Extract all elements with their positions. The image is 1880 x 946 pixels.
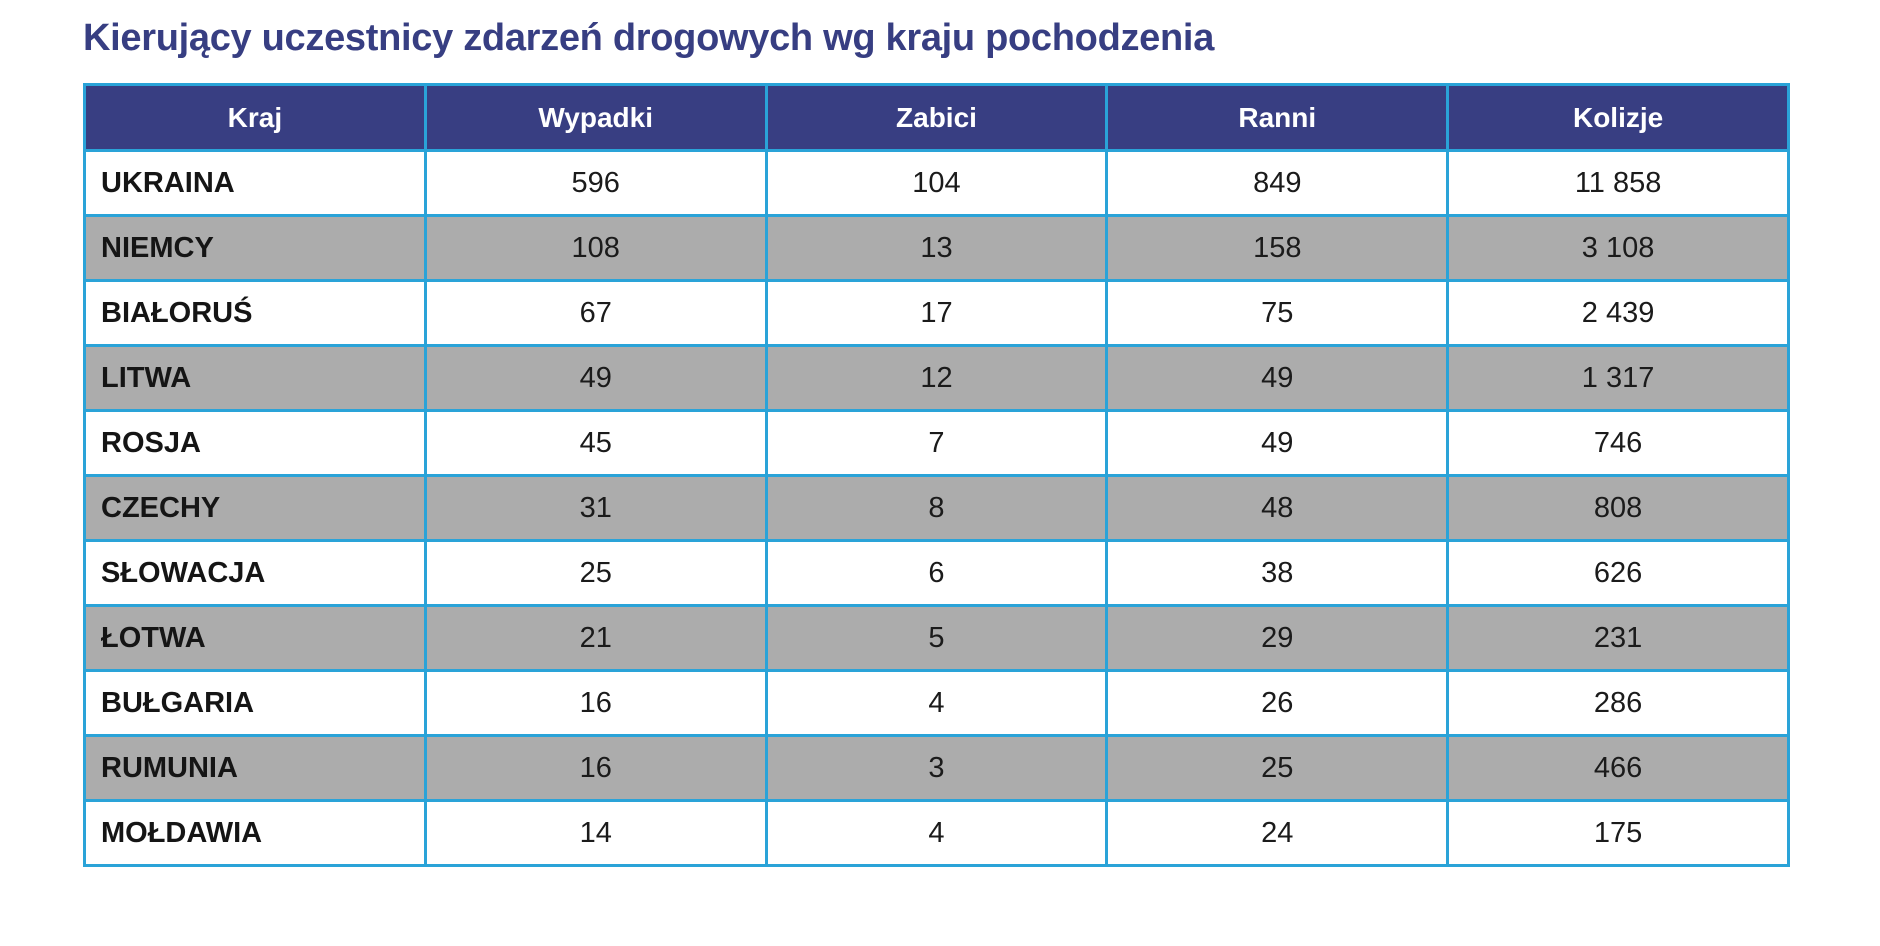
- kolizje-cell: 175: [1446, 799, 1790, 867]
- country-cell: UKRAINA: [83, 149, 427, 217]
- header-zabici: Zabici: [764, 83, 1109, 152]
- kolizje-cell: 808: [1446, 474, 1790, 542]
- country-cell: BUŁGARIA: [83, 669, 427, 737]
- header-row: Kraj Wypadki Zabici Ranni Kolizje: [83, 83, 1790, 152]
- country-cell: MOŁDAWIA: [83, 799, 427, 867]
- ranni-cell: 26: [1105, 669, 1450, 737]
- country-cell: ŁOTWA: [83, 604, 427, 672]
- wypadki-cell: 25: [423, 539, 768, 607]
- kolizje-cell: 231: [1446, 604, 1790, 672]
- table-row: LITWA 49 12 49 1 317: [83, 344, 1790, 412]
- table-row: NIEMCY 108 13 158 3 108: [83, 214, 1790, 282]
- kolizje-cell: 286: [1446, 669, 1790, 737]
- header-ranni: Ranni: [1105, 83, 1450, 152]
- country-cell: NIEMCY: [83, 214, 427, 282]
- zabici-cell: 17: [764, 279, 1109, 347]
- wypadki-cell: 45: [423, 409, 768, 477]
- zabici-cell: 13: [764, 214, 1109, 282]
- header-kolizje: Kolizje: [1446, 83, 1790, 152]
- ranni-cell: 25: [1105, 734, 1450, 802]
- country-cell: CZECHY: [83, 474, 427, 542]
- wypadki-cell: 16: [423, 669, 768, 737]
- country-cell: ROSJA: [83, 409, 427, 477]
- country-cell: BIAŁORUŚ: [83, 279, 427, 347]
- ranni-cell: 75: [1105, 279, 1450, 347]
- wypadki-cell: 14: [423, 799, 768, 867]
- table-header: Kraj Wypadki Zabici Ranni Kolizje: [83, 83, 1790, 152]
- zabici-cell: 4: [764, 799, 1109, 867]
- table-row: RUMUNIA 16 3 25 466: [83, 734, 1790, 802]
- zabici-cell: 12: [764, 344, 1109, 412]
- country-cell: RUMUNIA: [83, 734, 427, 802]
- country-cell: SŁOWACJA: [83, 539, 427, 607]
- zabici-cell: 5: [764, 604, 1109, 672]
- ranni-cell: 48: [1105, 474, 1450, 542]
- ranni-cell: 849: [1105, 149, 1450, 217]
- header-kraj: Kraj: [83, 83, 427, 152]
- zabici-cell: 4: [764, 669, 1109, 737]
- table-row: UKRAINA 596 104 849 11 858: [83, 149, 1790, 217]
- page-title: Kierujący uczestnicy zdarzeń drogowych w…: [83, 17, 1215, 59]
- ranni-cell: 49: [1105, 409, 1450, 477]
- kolizje-cell: 746: [1446, 409, 1790, 477]
- wypadki-cell: 31: [423, 474, 768, 542]
- kolizje-cell: 2 439: [1446, 279, 1790, 347]
- country-statistics-table: Kraj Wypadki Zabici Ranni Kolizje UKRAIN…: [83, 83, 1790, 867]
- table-row: BIAŁORUŚ 67 17 75 2 439: [83, 279, 1790, 347]
- wypadki-cell: 596: [423, 149, 768, 217]
- table-row: ŁOTWA 21 5 29 231: [83, 604, 1790, 672]
- wypadki-cell: 67: [423, 279, 768, 347]
- country-cell: LITWA: [83, 344, 427, 412]
- ranni-cell: 158: [1105, 214, 1450, 282]
- table-row: CZECHY 31 8 48 808: [83, 474, 1790, 542]
- kolizje-cell: 626: [1446, 539, 1790, 607]
- wypadki-cell: 49: [423, 344, 768, 412]
- kolizje-cell: 1 317: [1446, 344, 1790, 412]
- wypadki-cell: 21: [423, 604, 768, 672]
- ranni-cell: 29: [1105, 604, 1450, 672]
- kolizje-cell: 3 108: [1446, 214, 1790, 282]
- zabici-cell: 6: [764, 539, 1109, 607]
- zabici-cell: 7: [764, 409, 1109, 477]
- wypadki-cell: 108: [423, 214, 768, 282]
- table-row: MOŁDAWIA 14 4 24 175: [83, 799, 1790, 867]
- kolizje-cell: 466: [1446, 734, 1790, 802]
- header-wypadki: Wypadki: [423, 83, 768, 152]
- ranni-cell: 38: [1105, 539, 1450, 607]
- zabici-cell: 104: [764, 149, 1109, 217]
- table-row: SŁOWACJA 25 6 38 626: [83, 539, 1790, 607]
- zabici-cell: 8: [764, 474, 1109, 542]
- table-body: UKRAINA 596 104 849 11 858 NIEMCY 108 13…: [83, 149, 1790, 867]
- table-row: ROSJA 45 7 49 746: [83, 409, 1790, 477]
- ranni-cell: 24: [1105, 799, 1450, 867]
- ranni-cell: 49: [1105, 344, 1450, 412]
- zabici-cell: 3: [764, 734, 1109, 802]
- table-row: BUŁGARIA 16 4 26 286: [83, 669, 1790, 737]
- kolizje-cell: 11 858: [1446, 149, 1790, 217]
- wypadki-cell: 16: [423, 734, 768, 802]
